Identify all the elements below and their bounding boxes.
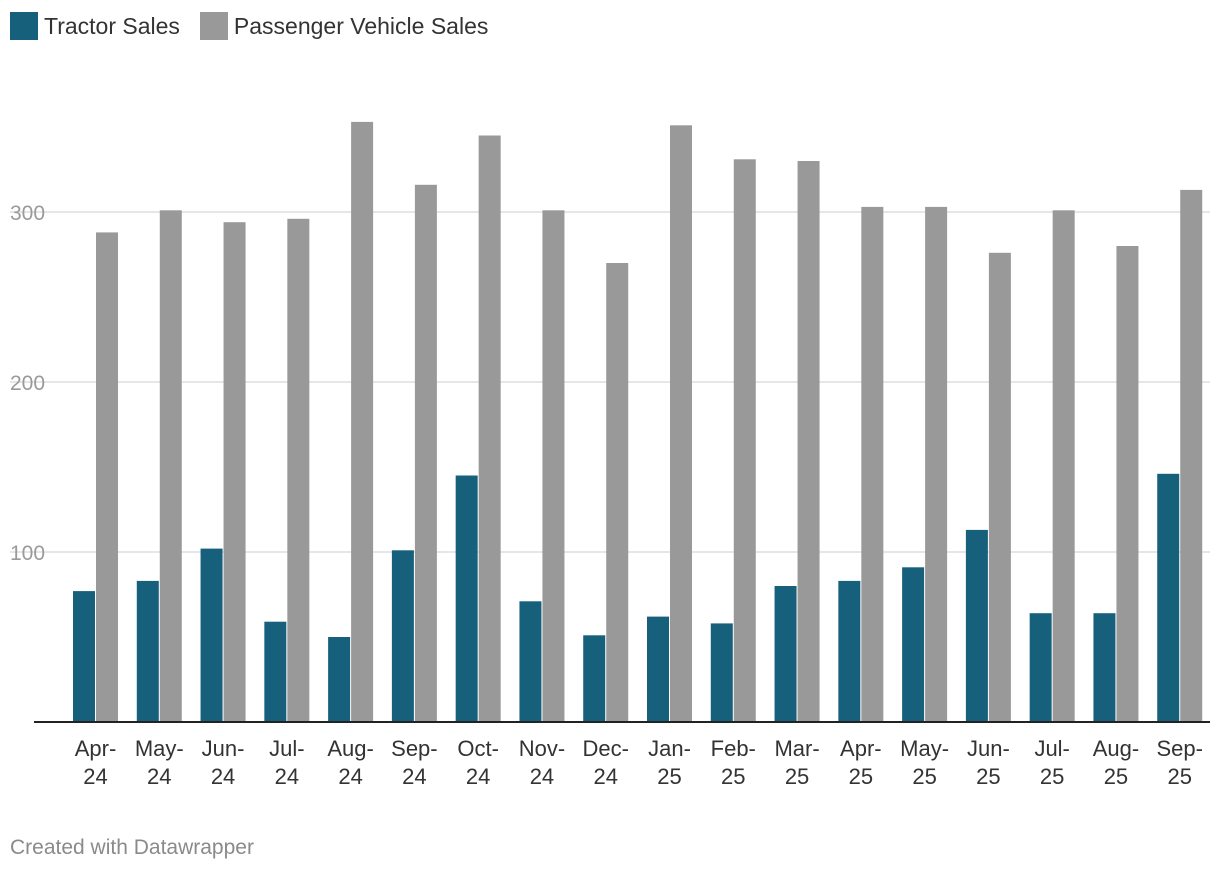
- bar-tractor-3: [264, 621, 287, 722]
- x-tick-label-10: Feb-25: [711, 736, 756, 789]
- bar-passenger-3: [287, 218, 310, 723]
- bar-passenger-13: [925, 206, 948, 722]
- bar-passenger-6: [478, 135, 501, 722]
- bar-passenger-15: [1052, 210, 1075, 723]
- bar-passenger-7: [542, 210, 565, 723]
- bar-tractor-5: [391, 550, 414, 722]
- bar-tractor-10: [710, 623, 733, 722]
- bar-tractor-11: [774, 586, 797, 722]
- bar-passenger-1: [159, 210, 182, 723]
- x-tick-label-3: Jul-24: [269, 736, 304, 789]
- x-tick-label-11: Mar-25: [774, 736, 819, 789]
- legend-swatch-tractor: [10, 12, 38, 40]
- bar-passenger-4: [351, 121, 374, 722]
- bar-passenger-5: [414, 184, 437, 723]
- legend-item-passenger[interactable]: Passenger Vehicle Sales: [199, 12, 489, 40]
- x-tick-label-13: May-25: [900, 736, 949, 789]
- x-tick-label-9: Jan-25: [648, 736, 691, 789]
- bar-passenger-8: [606, 263, 629, 722]
- bar-passenger-11: [797, 161, 820, 722]
- legend-label-passenger: Passenger Vehicle Sales: [233, 12, 489, 39]
- x-tick-label-0: Apr-24: [75, 736, 117, 789]
- bar-tractor-15: [1029, 613, 1052, 722]
- x-tick-label-14: Jun-25: [967, 736, 1010, 789]
- x-tick-label-6: Oct-24: [457, 736, 499, 789]
- bar-passenger-2: [223, 222, 246, 722]
- bar-passenger-0: [96, 232, 118, 722]
- x-tick-label-4: Aug-24: [327, 736, 373, 789]
- legend-label-tractor: Tractor Sales: [44, 12, 180, 39]
- bar-tractor-8: [583, 635, 606, 722]
- x-tick-label-2: Jun-24: [202, 736, 245, 789]
- bar-tractor-0: [73, 591, 95, 722]
- x-tick-label-15: Jul-25: [1034, 736, 1069, 789]
- x-tick-label-8: Dec-24: [582, 736, 628, 789]
- bar-passenger-16: [1116, 246, 1139, 722]
- bar-tractor-9: [647, 616, 669, 722]
- bar-tractor-2: [200, 548, 223, 722]
- y-tick-label-300: 300: [10, 202, 45, 225]
- legend-item-tractor[interactable]: Tractor Sales: [10, 12, 180, 40]
- x-tick-label-7: Nov-24: [519, 736, 565, 789]
- bar-passenger-14: [988, 252, 1011, 723]
- legend: Tractor Sales Passenger Vehicle Sales: [10, 12, 508, 40]
- x-tick-label-17: Sep-25: [1156, 736, 1202, 789]
- bar-tractor-4: [328, 637, 351, 722]
- bar-passenger-9: [670, 125, 692, 723]
- bar-tractor-16: [1093, 613, 1116, 722]
- bar-passenger-10: [733, 159, 756, 723]
- x-tick-label-5: Sep-24: [391, 736, 437, 789]
- legend-swatch-passenger: [199, 12, 228, 40]
- bar-tractor-14: [965, 529, 988, 722]
- footer-credit: Created with Datawrapper: [10, 836, 254, 859]
- bar-tractor-17: [1157, 473, 1180, 722]
- bar-tractor-7: [519, 601, 542, 722]
- bar-tractor-6: [455, 475, 478, 722]
- y-tick-label-100: 100: [10, 542, 45, 565]
- bar-passenger-17: [1180, 189, 1203, 722]
- bar-tractor-13: [902, 567, 925, 722]
- x-tick-label-12: Apr-25: [840, 736, 882, 789]
- bar-tractor-1: [136, 580, 159, 722]
- x-tick-label-1: May-24: [135, 736, 184, 789]
- x-tick-label-16: Aug-25: [1093, 736, 1139, 789]
- bar-tractor-12: [838, 580, 861, 722]
- bar-passenger-12: [861, 206, 884, 722]
- y-tick-label-200: 200: [10, 372, 45, 395]
